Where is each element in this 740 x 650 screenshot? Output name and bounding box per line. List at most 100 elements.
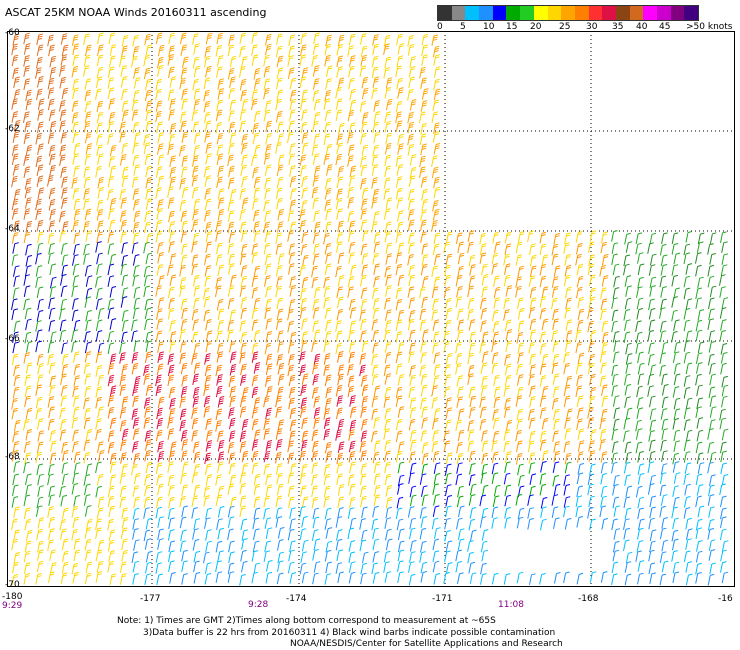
wind-barb [347,210,355,223]
wind-barb [289,285,297,297]
wind-barb [299,351,306,363]
wind-barb [384,87,392,99]
wind-barb [324,573,332,585]
wind-barb [266,560,273,572]
wind-barb [264,540,271,553]
wind-barb [47,506,54,518]
wind-barb [311,340,318,353]
wind-barb [421,33,429,46]
wind-barb [407,144,415,156]
wind-barb [479,341,486,354]
wind-barb [395,155,403,167]
wind-barb [252,122,259,135]
wind-barb [85,561,93,574]
wind-barb [144,538,152,550]
wind-barb [335,562,343,574]
wind-barb [611,309,619,322]
wind-barb [312,307,320,319]
wind-barb [347,144,355,156]
wind-barb [432,45,440,58]
wind-barb [84,111,92,123]
wind-barb [323,98,331,110]
wind-barb [529,353,536,366]
wind-barb [504,494,512,507]
wind-barb [491,506,499,519]
wind-barb [697,505,705,518]
wind-barb [179,408,187,421]
wind-barb [551,297,558,310]
wind-barb [528,341,536,354]
wind-barb [158,275,165,287]
wind-barb [119,131,126,143]
wind-barb [229,55,237,68]
wind-barb [600,241,608,254]
wind-barb [371,518,379,531]
wind-barb [707,353,715,366]
wind-barb [528,417,536,429]
wind-barb [647,385,654,397]
wind-barb [72,406,80,419]
wind-barb [637,572,644,585]
wind-barb [539,343,547,355]
wind-barb [181,186,189,199]
wind-barb [648,562,656,575]
wind-barb [11,254,19,266]
wind-barb [313,133,321,145]
wind-barb [648,308,656,320]
colorbar-swatch [506,6,521,20]
wind-barb [157,396,165,409]
wind-barb [539,430,547,443]
wind-barb [708,539,716,551]
wind-barb [143,397,151,409]
wind-barb [253,297,261,310]
wind-barb [98,450,105,462]
wind-barb [109,385,117,397]
wind-barb [661,418,669,431]
wind-barb [25,89,32,102]
wind-barb [468,254,476,267]
wind-barb [144,318,151,331]
wind-barb [337,418,345,431]
wind-barb [36,418,44,430]
wind-barb [481,375,488,388]
wind-barb [674,341,681,354]
wind-barb [119,485,127,498]
wind-barb [229,309,237,321]
wind-barb [24,562,31,574]
wind-barb [95,330,103,342]
wind-barb [144,210,151,222]
wind-barb [240,374,247,386]
wind-barb [719,528,727,541]
wind-barb [240,243,248,256]
wind-barb [241,450,249,463]
wind-barb [253,362,261,374]
wind-barb [324,54,331,67]
wind-barb [109,144,117,157]
wind-barb [384,473,392,486]
wind-barb [359,100,367,113]
wind-barb [660,298,667,311]
wind-barb [216,176,223,189]
wind-barb [611,320,618,333]
wind-barb [324,109,332,122]
wind-barb [239,253,247,265]
wind-barb [611,253,618,266]
wind-barb [384,221,392,234]
wind-barb [276,89,284,102]
wind-barb [60,572,68,584]
wind-barb [239,395,247,408]
wind-barb [421,296,428,309]
wind-barb [49,263,57,276]
wind-barb [337,296,344,309]
wind-barb [144,89,152,102]
wind-barb [347,375,355,387]
wind-barb [695,518,703,531]
wind-barb [48,220,56,232]
wind-barb [168,221,176,233]
wind-barb [288,34,295,47]
wind-barb [156,496,163,509]
wind-barb [709,419,716,431]
wind-barb [649,529,657,541]
wind-barb [155,374,162,387]
wind-barb [23,494,31,507]
